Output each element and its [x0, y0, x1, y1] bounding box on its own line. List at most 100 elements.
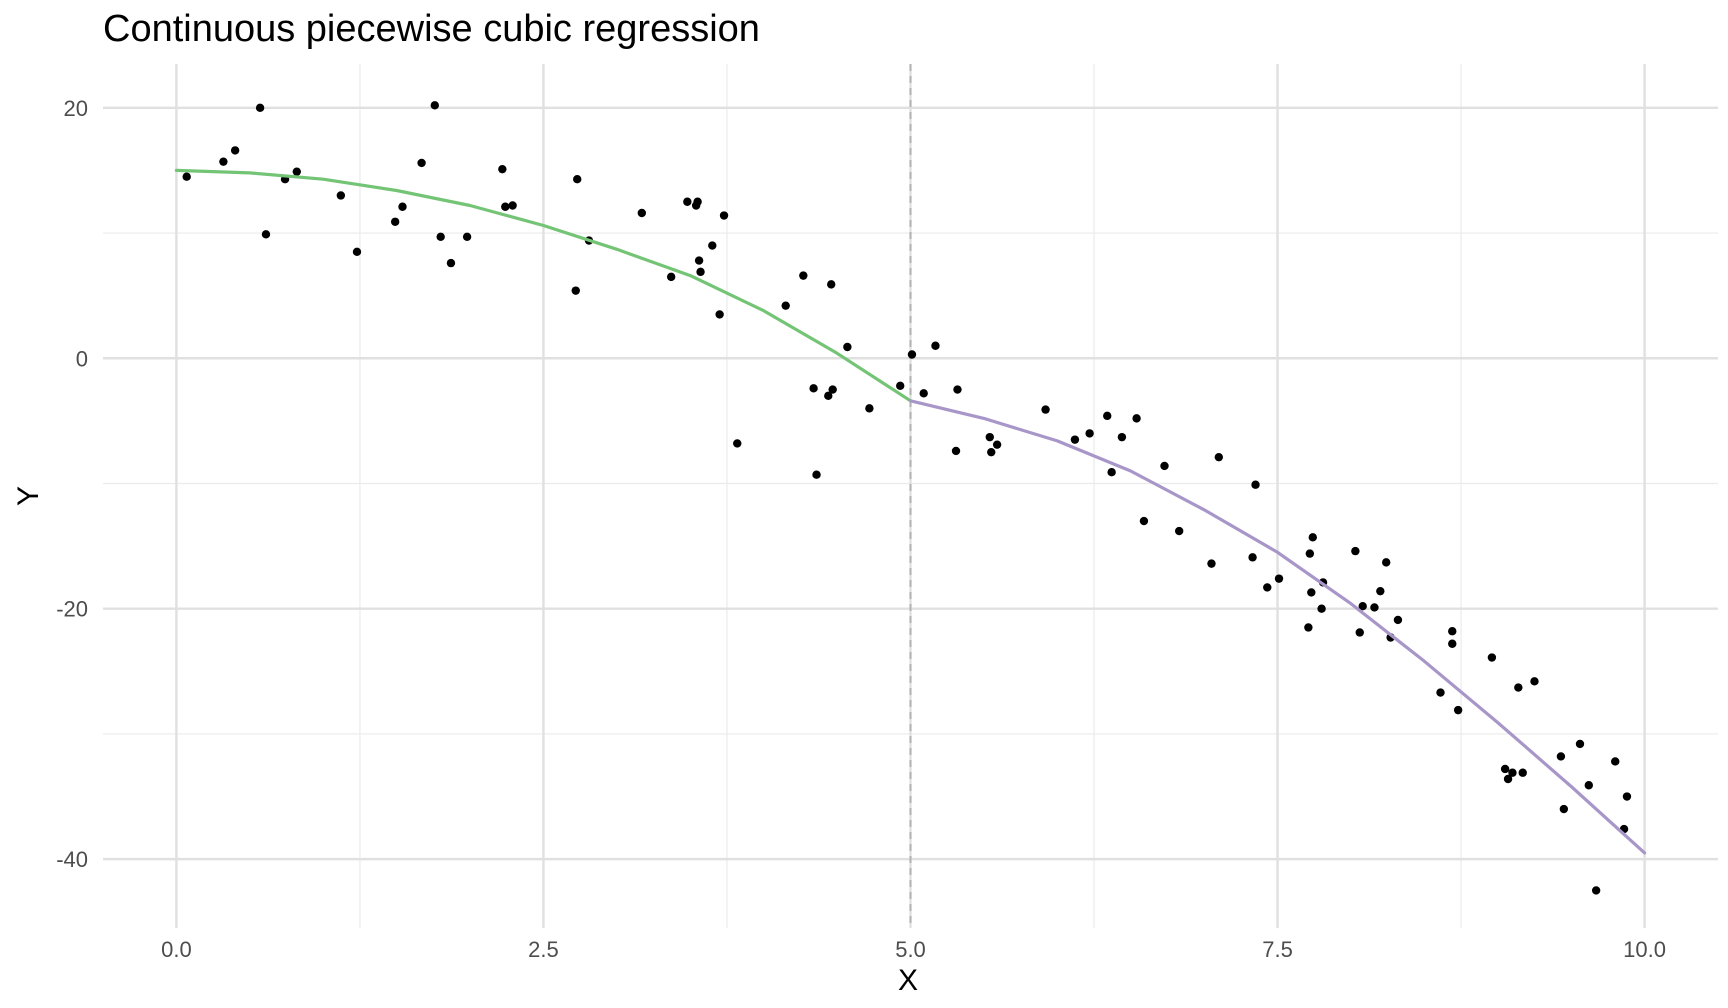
- data-point: [733, 439, 742, 448]
- data-point: [843, 342, 852, 352]
- data-point: [390, 217, 400, 226]
- y-axis-title: Y: [12, 486, 45, 506]
- data-point: [824, 391, 833, 401]
- y-tick-label: 0: [76, 346, 88, 371]
- x-tick-label: 10.0: [1623, 937, 1666, 962]
- data-point: [1274, 574, 1284, 583]
- data-point: [683, 197, 692, 206]
- data-point: [1160, 461, 1169, 471]
- data-point: [352, 247, 362, 257]
- data-point: [827, 280, 836, 289]
- data-point: [1453, 705, 1463, 715]
- data-point: [1174, 526, 1184, 536]
- data-point: [693, 197, 702, 206]
- x-tick-label: 5.0: [895, 937, 926, 962]
- data-point: [1317, 604, 1326, 613]
- data-point: [1070, 435, 1080, 444]
- data-point: [1304, 623, 1313, 632]
- data-point: [398, 202, 407, 211]
- data-point: [498, 164, 507, 174]
- data-point: [992, 440, 1002, 449]
- data-point: [255, 103, 265, 113]
- data-point: [571, 286, 580, 295]
- data-point: [1584, 781, 1594, 790]
- fit-line-segment-1: [174, 168, 913, 403]
- data-point: [987, 447, 996, 457]
- data-point: [1355, 628, 1364, 637]
- data-point: [828, 385, 837, 394]
- data-point: [508, 201, 517, 210]
- data-point: [1556, 752, 1566, 761]
- data-point: [1214, 452, 1224, 462]
- data-points: [182, 101, 1632, 895]
- data-point: [985, 432, 994, 442]
- data-point: [1530, 677, 1539, 686]
- data-point: [919, 389, 928, 398]
- data-point: [931, 341, 940, 350]
- x-axis-tick-labels: 0.0 2.5 5.0 7.5 10.0: [161, 937, 1666, 962]
- fit-line-segment-2: [908, 399, 1647, 855]
- data-point: [696, 267, 705, 277]
- data-point: [1500, 764, 1510, 774]
- data-point: [230, 146, 240, 155]
- data-point: [1251, 480, 1260, 489]
- data-point: [1448, 627, 1457, 636]
- data-point: [708, 241, 717, 250]
- data-point: [1307, 588, 1316, 597]
- data-point: [1103, 411, 1112, 421]
- y-tick-label: -40: [56, 847, 88, 872]
- data-point: [1207, 559, 1216, 568]
- data-point: [637, 208, 647, 218]
- data-point: [336, 191, 346, 200]
- data-point: [261, 230, 271, 239]
- data-point: [1351, 546, 1360, 556]
- data-point: [694, 256, 704, 265]
- data-point: [1591, 886, 1601, 895]
- data-point: [1117, 432, 1127, 442]
- data-point: [1381, 558, 1391, 567]
- data-point: [1622, 792, 1632, 801]
- data-point: [1132, 414, 1141, 423]
- data-point: [1248, 553, 1257, 562]
- data-point: [219, 157, 228, 166]
- y-axis-tick-labels: 20 0 -20 -40: [56, 96, 88, 872]
- data-point: [1508, 768, 1517, 777]
- chart-title: Continuous piecewise cubic regression: [103, 8, 760, 50]
- data-point: [666, 272, 676, 282]
- data-point: [1107, 468, 1116, 477]
- data-point: [1611, 757, 1620, 766]
- data-point: [907, 350, 917, 359]
- data-point: [1559, 804, 1569, 814]
- data-point: [292, 167, 301, 176]
- data-point: [501, 202, 510, 211]
- data-point: [953, 385, 962, 394]
- data-point: [417, 158, 426, 168]
- y-tick-label: -20: [56, 597, 88, 622]
- y-tick-label: 20: [64, 96, 88, 121]
- data-point: [1436, 688, 1445, 697]
- x-axis-title: X: [898, 964, 918, 997]
- data-point: [1514, 683, 1523, 692]
- data-point: [446, 258, 456, 268]
- fit-lines: [174, 168, 1647, 855]
- data-point: [715, 310, 724, 319]
- data-point: [1041, 405, 1050, 414]
- data-point: [430, 101, 440, 110]
- data-point: [809, 384, 818, 393]
- data-point: [1393, 615, 1403, 625]
- data-point: [1370, 603, 1379, 612]
- data-point: [951, 446, 961, 456]
- data-point: [1448, 639, 1457, 648]
- data-point: [1308, 533, 1317, 542]
- x-tick-label: 7.5: [1262, 937, 1293, 962]
- data-point: [812, 470, 821, 479]
- x-tick-label: 0.0: [161, 937, 192, 962]
- data-point: [1139, 516, 1149, 526]
- data-point: [1503, 774, 1513, 784]
- data-point: [896, 381, 905, 391]
- data-point: [865, 404, 874, 413]
- data-point: [1575, 739, 1585, 749]
- data-point: [1305, 549, 1315, 558]
- data-point: [1358, 601, 1367, 611]
